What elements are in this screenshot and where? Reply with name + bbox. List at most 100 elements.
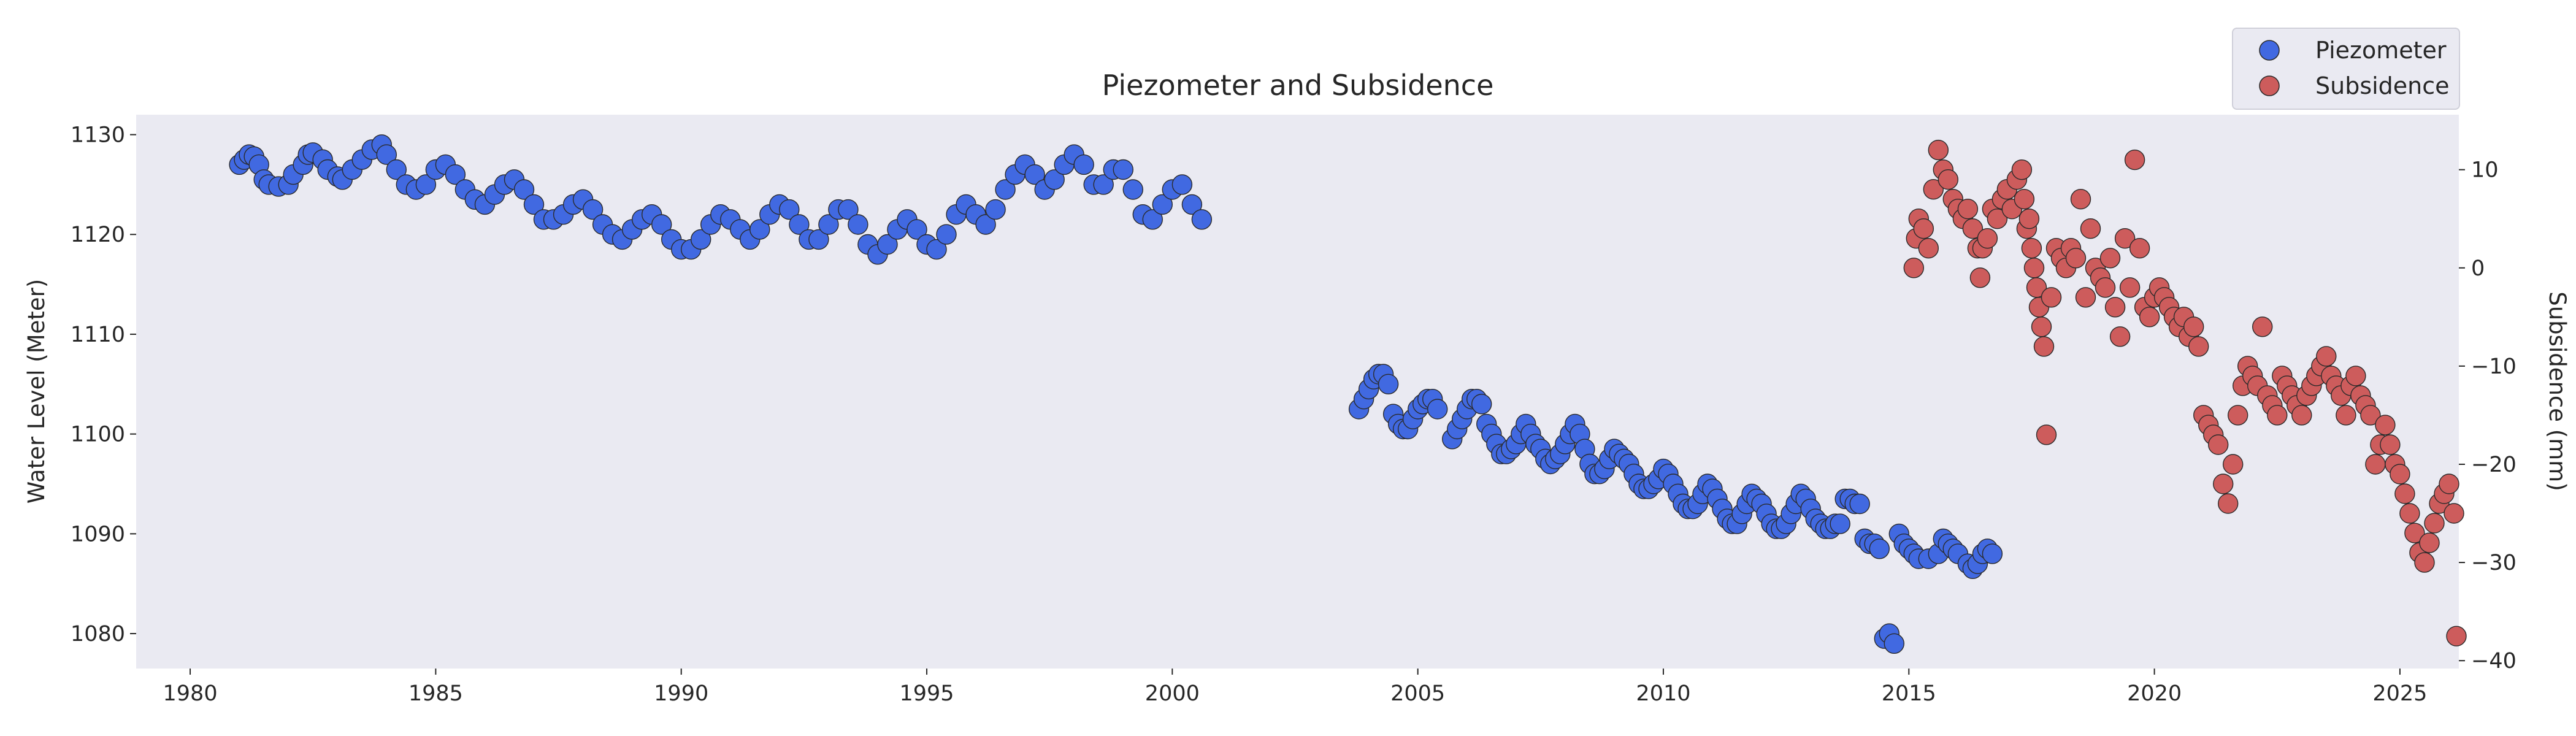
subsidence-point (2394, 483, 2415, 504)
subsidence-point (1938, 169, 1959, 190)
subsidence-point (1913, 218, 1934, 239)
subsidence-point (2207, 434, 2229, 455)
y2-tick-label: 10 (2471, 158, 2499, 183)
subsidence-point (2365, 454, 2386, 475)
piezometer-point (386, 159, 407, 180)
subsidence-point (2129, 238, 2150, 259)
piezometer-point (1093, 174, 1114, 195)
subsidence-point (1977, 228, 1998, 249)
x-tick-label: 1995 (899, 681, 954, 706)
subsidence-point (2124, 149, 2145, 171)
subsidence-point (2070, 189, 2091, 210)
piezometer-point (1142, 209, 1163, 230)
plot-area (136, 115, 2459, 669)
piezometer-point (1171, 174, 1193, 195)
subsidence-point (2404, 523, 2425, 543)
x-tick-label: 2010 (1636, 681, 1690, 706)
piezometer-point (415, 174, 437, 195)
y2-tick-label: −40 (2471, 649, 2517, 673)
piezometer-point (1181, 194, 1203, 215)
y2-tick-label: 0 (2471, 256, 2485, 281)
subsidence-point (2217, 493, 2239, 514)
piezometer-point (523, 194, 545, 215)
piezometer-point (779, 199, 800, 220)
y-tick-label: 1090 (71, 522, 125, 546)
y-tick-label: 1130 (71, 123, 125, 148)
subsidence-point (2018, 209, 2040, 229)
y2-tick-label: −20 (2471, 453, 2517, 477)
y-tick-label: 1110 (71, 323, 125, 347)
subsidence-point (2414, 552, 2435, 573)
subsidence-point (2380, 434, 2401, 455)
legend-box (2232, 28, 2460, 110)
subsidence-point (2109, 326, 2131, 347)
y-tick-label: 1100 (71, 423, 125, 447)
y2-tick-label: −10 (2471, 355, 2517, 379)
subsidence-point (2036, 424, 2057, 445)
subsidence-point (2316, 346, 2337, 367)
subsidence-point (2390, 464, 2410, 485)
piezometer-point (789, 214, 810, 235)
subsidence-point (2033, 336, 2055, 357)
piezometer-point (985, 199, 1006, 220)
piezometer-point (582, 199, 604, 220)
piezometer-point (1044, 169, 1065, 190)
subsidence-point (2080, 218, 2101, 239)
subsidence-point (1918, 238, 1939, 259)
y-tick-label: 1120 (71, 223, 125, 247)
legend-marker-piezometer (2259, 40, 2280, 61)
piezometer-point (877, 234, 898, 255)
piezometer-point (907, 219, 927, 240)
x-tick-label: 2020 (2127, 681, 2182, 706)
subsidence-point (2031, 316, 2052, 337)
subsidence-point (2439, 473, 2459, 494)
y-axis-title: Water Level (Meter) (23, 279, 50, 504)
subsidence-point (2227, 405, 2248, 426)
subsidence-point (2345, 366, 2366, 386)
piezometer-point (808, 229, 829, 250)
points-layer (229, 134, 2467, 654)
x-tick-label: 2005 (1390, 681, 1445, 706)
piezometer-point (690, 229, 711, 250)
chart-title: Piezometer and Subsidence (1102, 69, 1494, 102)
subsidence-point (2424, 513, 2445, 534)
piezometer-point (1152, 194, 1173, 215)
piezometer-point (445, 164, 466, 185)
piezometer-point (513, 179, 535, 200)
legend-label-subsidence: Subsidence (2315, 72, 2450, 99)
y2-tick-label: −30 (2471, 551, 2517, 575)
piezometer-point (749, 219, 770, 240)
subsidence-point (1957, 199, 1979, 220)
subsidence-point (1923, 179, 1944, 200)
subsidence-point (2014, 189, 2035, 210)
subsidence-point (1962, 218, 1984, 239)
subsidence-point (2104, 297, 2126, 318)
subsidence-point (2212, 473, 2234, 494)
subsidence-point (1903, 258, 1925, 278)
subsidence-point (2023, 258, 2045, 278)
legend-marker-subsidence (2259, 75, 2280, 96)
piezometer-point (1113, 159, 1134, 180)
subsidence-point (2114, 228, 2136, 249)
piezometer-point (1982, 543, 2003, 564)
subsidence-point (2444, 503, 2464, 524)
piezometer-point (995, 179, 1016, 200)
subsidence-point (2446, 626, 2467, 646)
piezometer-point (975, 214, 996, 235)
subsidence-point (2075, 287, 2096, 308)
subsidence-point (2419, 532, 2440, 553)
piezometer-point (376, 144, 397, 165)
piezometer-point (651, 214, 672, 235)
x-tick-label: 1985 (408, 681, 463, 706)
subsidence-point (2375, 415, 2396, 435)
subsidence-point (2095, 277, 2116, 298)
piezometer-point (1122, 179, 1144, 200)
subsidence-point (1928, 139, 1949, 161)
legend-label-piezometer: Piezometer (2315, 37, 2447, 64)
legend: Piezometer Subsidence (2232, 28, 2460, 110)
subsidence-point (1987, 209, 2008, 229)
subsidence-point (2222, 454, 2244, 475)
subsidence-point (1969, 267, 1991, 288)
piezometer-point (1830, 513, 1850, 534)
